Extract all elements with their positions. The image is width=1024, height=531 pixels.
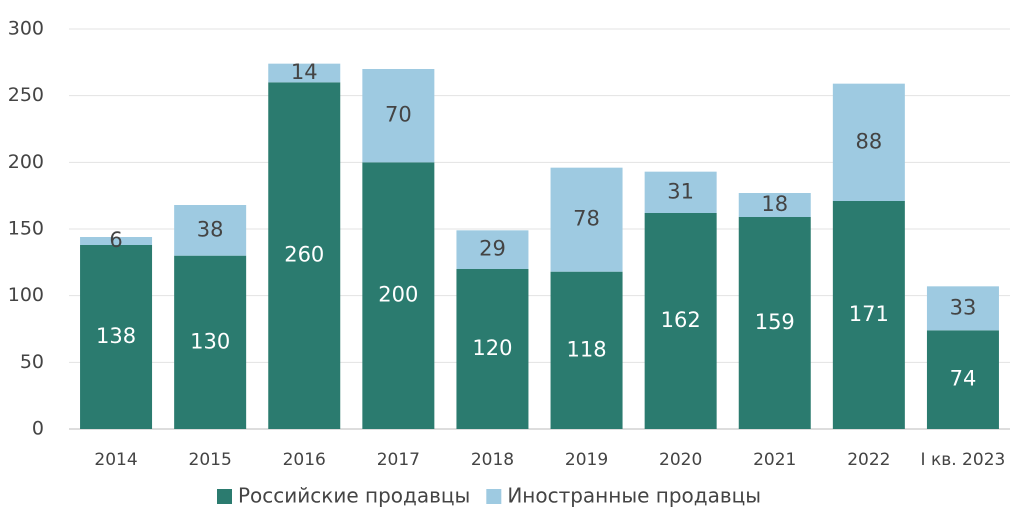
legend-label: Российские продавцы <box>238 484 470 508</box>
data-label: 260 <box>284 243 324 267</box>
bar-segment <box>926 330 999 429</box>
bar-segment <box>550 167 623 272</box>
x-tick-label: 2020 <box>659 450 702 470</box>
data-label: 138 <box>96 324 136 348</box>
bar-segment <box>362 162 435 430</box>
x-tick-label: 2015 <box>189 450 232 470</box>
bar-segment <box>832 201 905 429</box>
y-tick-label: 200 <box>8 151 44 173</box>
y-tick-label: 250 <box>8 84 44 106</box>
x-tick-label: 2019 <box>565 450 608 470</box>
data-label: 29 <box>479 237 506 261</box>
bar-segment <box>362 69 435 163</box>
legend-swatch <box>486 489 502 504</box>
data-label: 200 <box>378 283 418 307</box>
x-tick-label: 2014 <box>94 450 137 470</box>
bar-segment <box>174 255 247 429</box>
bar-segment <box>644 213 717 429</box>
data-label: 6 <box>109 228 122 252</box>
data-label: 38 <box>197 217 224 241</box>
data-label: 88 <box>855 129 882 153</box>
data-label: 159 <box>755 310 795 334</box>
data-label: 14 <box>291 60 318 84</box>
x-tick-label: 2022 <box>847 450 890 470</box>
data-label: 118 <box>567 337 607 361</box>
data-label: 130 <box>190 329 230 353</box>
data-label: 78 <box>573 207 600 231</box>
data-label: 120 <box>472 336 512 360</box>
bar-segment <box>268 82 341 429</box>
x-tick-label: 2017 <box>377 450 420 470</box>
bar-segment <box>456 269 529 429</box>
y-tick-label: 0 <box>32 418 44 440</box>
bar-segment <box>832 83 905 201</box>
data-label: 74 <box>950 367 977 391</box>
data-label: 171 <box>849 302 889 326</box>
x-tick-label: 2021 <box>753 450 796 470</box>
bar-segment <box>80 237 153 245</box>
bar-segment <box>550 271 623 429</box>
bar-segment <box>738 193 811 217</box>
bar-segment <box>644 171 717 213</box>
bar-segment <box>456 230 529 269</box>
data-label: 70 <box>385 103 412 127</box>
data-label: 33 <box>950 295 977 319</box>
x-tick-label: I кв. 2023 <box>921 450 1006 470</box>
y-tick-label: 100 <box>8 284 44 306</box>
x-tick-label: 2018 <box>471 450 514 470</box>
y-tick-label: 150 <box>8 218 44 240</box>
x-tick-label: 2016 <box>283 450 326 470</box>
bar-segment <box>268 63 341 83</box>
bar-segment <box>926 286 999 331</box>
legend-label: Иностранные продавцы <box>507 484 761 508</box>
bar-segment <box>174 205 247 256</box>
y-tick-label: 50 <box>20 351 44 373</box>
bar-segment <box>738 217 811 429</box>
data-label: 18 <box>761 192 788 216</box>
bar-segment <box>80 245 153 429</box>
data-label: 31 <box>667 179 694 203</box>
legend-swatch <box>217 489 232 504</box>
y-tick-label: 300 <box>8 18 44 40</box>
data-label: 162 <box>661 308 701 332</box>
